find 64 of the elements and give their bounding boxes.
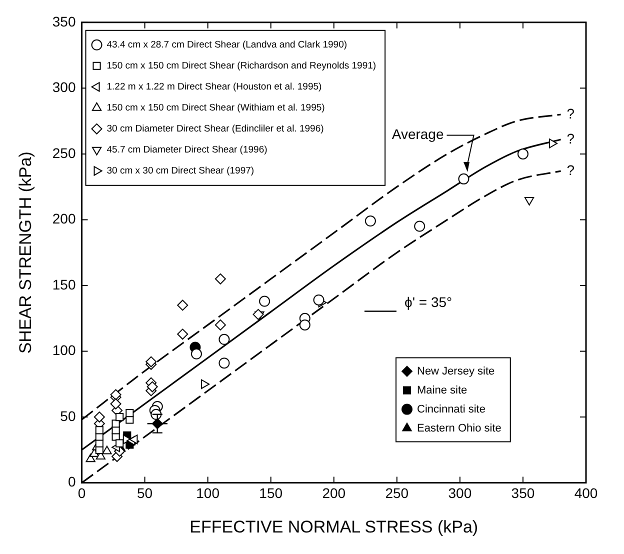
y-tick-label: 100 [52,342,76,358]
annotation: ? [566,105,575,122]
point [94,412,105,423]
annotation: Average [392,126,444,142]
x-tick-label: 300 [448,485,472,502]
point [524,196,534,206]
x-tick-label: 0 [78,485,86,502]
x-tick-label: 50 [137,485,153,502]
x-tick-label: 100 [196,485,220,502]
legend-label: Cincinnati site [417,403,486,416]
legend-label: Eastern Ohio site [417,422,502,434]
x-tick-label: 400 [574,485,598,502]
point [299,319,310,330]
point [214,273,226,284]
legend-label: 1.22 m x 1.22 m Direct Shear (Houston et al. 1995) [106,82,322,93]
point [126,409,134,418]
legend-label: 30 cm x 30 cm Direct Shear (1997) [106,166,254,177]
point [259,296,270,307]
y-axis-title: SHEAR STRENGTH (kPa) [16,152,35,354]
point [129,434,138,444]
point [517,148,528,160]
point [110,398,122,410]
y-tick-label: 0 [68,474,76,490]
x-tick-label: 350 [511,485,535,502]
point [102,446,112,454]
annotation: ? [566,130,575,146]
point [177,328,188,340]
point [548,138,558,148]
y-tick-label: 350 [52,13,76,30]
annotation: ? [566,162,575,178]
x-axis-title: EFFECTIVE NORMAL STRESS (kPa) [190,517,478,536]
point [146,381,158,392]
x-tick-label: 200 [322,485,346,502]
point [313,294,324,306]
x-tick-label: 150 [259,485,283,502]
legend-label: New Jersey site [417,365,495,378]
y-tick-label: 200 [52,210,76,227]
point [458,173,470,184]
point [252,308,264,320]
legend-label: 30 cm Diameter Direct Shear (Edincliler et al. 1996) [106,124,324,135]
point [414,220,426,232]
legend-label: Maine site [417,384,468,396]
point [116,439,124,448]
y-tick-label: 250 [52,144,76,161]
legend-label: 43.4 cm x 28.7 cm Direct Shear (Landva and Clark 1990) [106,40,348,51]
point [218,334,230,345]
annotation: ϕ' = 35° [404,294,452,310]
legend-label: 150 cm x 150 cm Direct Shear (Withiam et al. 1995) [106,102,325,114]
point [190,348,202,360]
y-tick-label: 300 [52,79,76,96]
point [95,426,104,434]
legend-label: 45.7 cm Diameter Direct Shear (1996) [106,144,268,156]
point [146,356,157,368]
legend-label: 150 cm x 150 cm Direct Shear (Richardson and Reynolds 1991) [106,60,376,72]
point [214,319,226,330]
y-tick-label: 50 [60,408,76,424]
point [364,216,376,227]
point [218,358,230,369]
x-tick-label: 250 [385,485,409,502]
point [110,389,122,400]
y-tick-label: 150 [52,276,76,292]
point [116,412,124,422]
point [201,379,210,389]
point [177,300,188,311]
